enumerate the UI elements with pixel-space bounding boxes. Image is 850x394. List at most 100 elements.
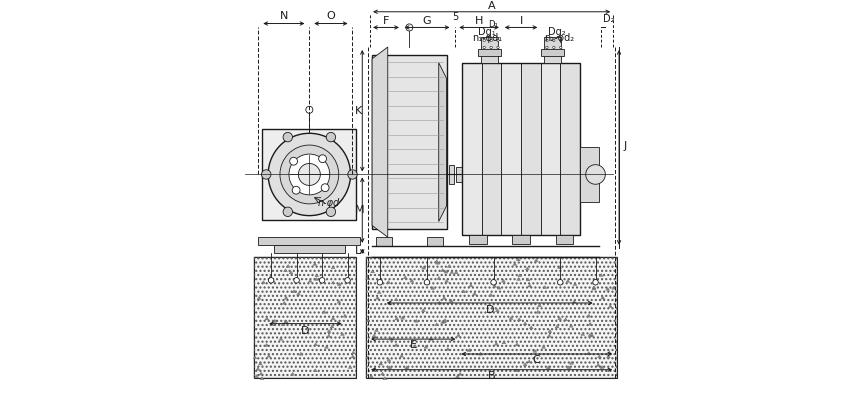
Polygon shape	[590, 334, 594, 336]
Polygon shape	[286, 264, 290, 268]
Polygon shape	[495, 342, 498, 345]
Polygon shape	[258, 362, 263, 365]
Polygon shape	[269, 276, 272, 279]
Polygon shape	[373, 367, 377, 370]
Polygon shape	[502, 341, 506, 344]
Polygon shape	[255, 375, 258, 377]
Bar	[254, 257, 356, 378]
Polygon shape	[282, 301, 286, 304]
Polygon shape	[370, 375, 373, 377]
Circle shape	[289, 154, 330, 195]
Polygon shape	[314, 274, 319, 277]
Polygon shape	[586, 314, 591, 317]
Polygon shape	[351, 351, 355, 354]
Polygon shape	[558, 266, 562, 269]
Text: B: B	[488, 371, 496, 381]
Polygon shape	[387, 281, 390, 284]
Polygon shape	[394, 298, 399, 301]
Polygon shape	[456, 334, 461, 336]
Bar	[541, 49, 564, 56]
Bar	[254, 257, 356, 378]
Polygon shape	[450, 299, 453, 302]
Bar	[462, 63, 580, 235]
Polygon shape	[535, 259, 538, 262]
Circle shape	[292, 186, 300, 194]
Polygon shape	[381, 372, 384, 375]
Polygon shape	[543, 286, 547, 288]
Polygon shape	[442, 296, 446, 299]
Polygon shape	[434, 323, 439, 326]
Polygon shape	[366, 319, 370, 322]
Circle shape	[326, 207, 336, 217]
Polygon shape	[533, 349, 537, 352]
Text: D: D	[301, 327, 309, 336]
Text: L: L	[354, 246, 360, 256]
Polygon shape	[436, 261, 439, 264]
Polygon shape	[267, 354, 271, 357]
Polygon shape	[530, 326, 533, 329]
Text: n-φd: n-φd	[317, 198, 339, 208]
Circle shape	[483, 46, 485, 48]
Polygon shape	[611, 286, 615, 289]
Polygon shape	[379, 362, 382, 365]
Circle shape	[490, 279, 496, 285]
Polygon shape	[493, 284, 496, 287]
Polygon shape	[454, 271, 458, 274]
Bar	[502, 63, 521, 235]
Bar	[456, 167, 462, 182]
Polygon shape	[284, 269, 287, 271]
Polygon shape	[337, 282, 342, 286]
Polygon shape	[260, 377, 264, 380]
Polygon shape	[332, 281, 335, 284]
Bar	[376, 237, 392, 246]
Polygon shape	[273, 319, 277, 322]
Polygon shape	[422, 266, 426, 269]
Polygon shape	[600, 366, 604, 368]
Polygon shape	[458, 372, 462, 375]
Bar	[521, 63, 541, 235]
Circle shape	[490, 39, 492, 41]
Text: D₁: D₁	[488, 20, 497, 30]
Circle shape	[559, 39, 562, 41]
Circle shape	[320, 277, 325, 283]
Bar	[462, 63, 482, 235]
Polygon shape	[284, 296, 288, 299]
Polygon shape	[371, 270, 375, 273]
Circle shape	[558, 279, 563, 285]
Circle shape	[345, 277, 350, 283]
Polygon shape	[284, 320, 288, 323]
Polygon shape	[348, 366, 352, 368]
Polygon shape	[517, 277, 520, 281]
Polygon shape	[289, 271, 293, 274]
Text: K: K	[354, 106, 362, 116]
Polygon shape	[566, 279, 570, 282]
Polygon shape	[598, 355, 602, 358]
Polygon shape	[523, 363, 527, 366]
Bar	[556, 235, 573, 244]
Bar	[544, 37, 561, 63]
Polygon shape	[608, 351, 611, 354]
Circle shape	[483, 39, 485, 41]
Circle shape	[269, 277, 274, 283]
Text: J: J	[624, 141, 627, 151]
Text: D₂: D₂	[603, 13, 614, 24]
Bar	[580, 147, 599, 202]
Circle shape	[546, 46, 548, 48]
Polygon shape	[313, 262, 317, 266]
Polygon shape	[387, 358, 391, 361]
Polygon shape	[431, 286, 434, 289]
Circle shape	[283, 132, 292, 142]
Polygon shape	[469, 284, 473, 287]
Polygon shape	[366, 276, 370, 279]
Polygon shape	[434, 260, 439, 263]
Polygon shape	[586, 351, 591, 355]
Polygon shape	[462, 290, 466, 293]
Bar	[449, 165, 455, 184]
Polygon shape	[414, 319, 418, 322]
Polygon shape	[440, 269, 445, 271]
Text: M: M	[354, 205, 364, 215]
Polygon shape	[437, 276, 441, 279]
Polygon shape	[564, 318, 568, 321]
Circle shape	[559, 46, 562, 48]
Circle shape	[586, 165, 605, 184]
